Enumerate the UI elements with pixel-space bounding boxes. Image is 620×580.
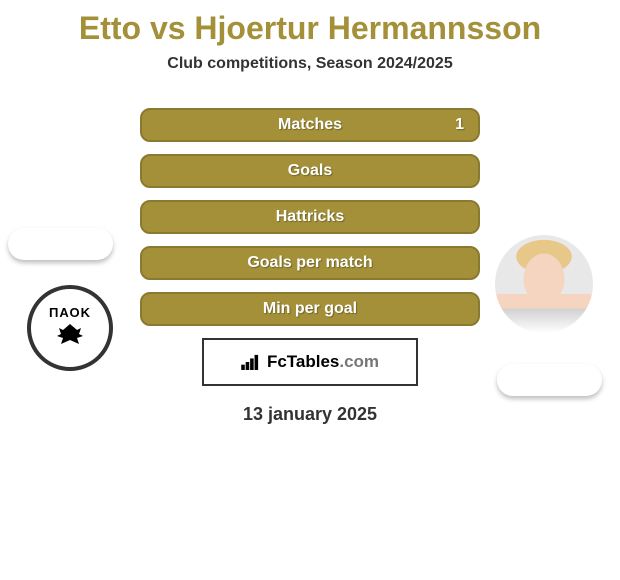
brand-text: FcTables.com bbox=[267, 352, 379, 372]
stat-bar-hattricks: Hattricks bbox=[140, 200, 480, 234]
chart-icon bbox=[241, 354, 261, 370]
stat-bar-min-per-goal: Min per goal bbox=[140, 292, 480, 326]
club-badge-text: ΠΑΟΚ bbox=[49, 305, 91, 351]
stat-bar-goals-per-match: Goals per match bbox=[140, 246, 480, 280]
stat-label: Goals per match bbox=[247, 254, 372, 272]
date-text: 13 january 2025 bbox=[0, 404, 620, 425]
right-pill-decor bbox=[497, 364, 602, 396]
stat-label: Min per goal bbox=[263, 300, 357, 318]
eagle-icon bbox=[53, 320, 87, 348]
stat-label: Hattricks bbox=[276, 208, 344, 226]
right-player-avatar bbox=[495, 235, 593, 333]
page-title: Etto vs Hjoertur Hermannsson bbox=[0, 0, 620, 55]
stat-value-right: 1 bbox=[455, 116, 464, 134]
branding-box: FcTables.com bbox=[202, 338, 418, 386]
stat-label: Goals bbox=[288, 162, 332, 180]
left-club-badge: ΠΑΟΚ bbox=[27, 285, 113, 371]
left-pill-decor bbox=[8, 228, 113, 260]
avatar-face-icon bbox=[495, 235, 593, 333]
subtitle: Club competitions, Season 2024/2025 bbox=[0, 55, 620, 73]
stat-bars-list: Matches 1 Goals Hattricks Goals per matc… bbox=[140, 108, 480, 326]
stat-bar-goals: Goals bbox=[140, 154, 480, 188]
stat-label: Matches bbox=[278, 116, 342, 134]
stat-bar-matches: Matches 1 bbox=[140, 108, 480, 142]
comparison-container: ΠΑΟΚ Matches 1 Goals Hattricks Goals per… bbox=[0, 108, 620, 425]
